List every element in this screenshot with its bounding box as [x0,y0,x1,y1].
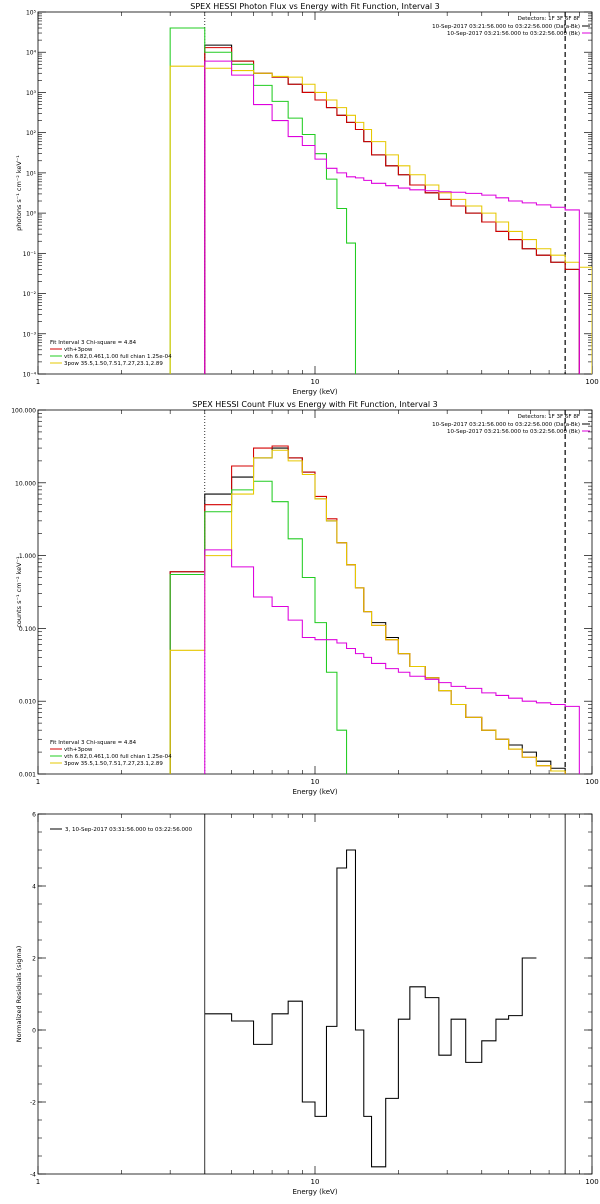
legend-entry: 3, 10-Sep-2017 03:31:56.000 to 03:22:56.… [65,827,192,833]
x-axis-label: Energy (keV) [292,1188,337,1196]
x-tick-label: 10 [311,378,320,386]
legend-entry: 10-Sep-2017 03:21:56.000 to 03:22:56.000… [432,422,580,428]
series-3pow [169,65,592,374]
y-tick-label: 0 [32,1028,36,1035]
series-vth [169,480,348,774]
series-3pow [169,449,566,774]
y-tick-label: 10.000 [15,480,36,487]
y-tick-label: 10⁰ [26,211,37,218]
y-tick-label: 10⁻² [23,291,37,298]
legend-header: Fit Interval 3 Chi-square = 4.84 [50,740,137,746]
x-tick-label: 10 [311,778,320,786]
legend-detectors: Detectors: 1F 3F 6F 8F [518,16,580,22]
legend-entry: 3pow 35.5,1.50,7.51,7.27,23.1,2.89 [64,361,163,367]
x-tick-label: 1 [36,1178,40,1186]
x-tick-label: 10 [311,1178,320,1186]
y-tick-label: 0.010 [19,699,36,706]
x-axis-label: Energy (keV) [292,388,337,396]
y-tick-label: 10⁻⁴ [23,372,37,379]
legend-entry: vth+3pow [64,347,93,353]
y-tick-label: 10⁵ [26,10,37,17]
y-tick-label: 10⁻¹ [23,251,37,258]
y-tick-label: 0.100 [19,626,36,633]
series-bk [204,549,580,774]
y-tick-label: -4 [30,1172,36,1179]
legend-detectors: Detectors: 1F 3F 6F 8F [518,414,580,420]
y-tick-label: 10⁻³ [23,331,37,338]
legend-entry: vth+3pow [64,747,93,753]
series-group [169,27,592,374]
y-tick-label: 4 [32,884,36,891]
y-tick-label: 0.001 [19,772,36,779]
x-tick-label: 1 [36,778,40,786]
chart-panel-1: SPEX HESSI Photon Flux vs Energy with Fi… [15,2,599,396]
series-vth [169,27,357,374]
x-tick-label: 100 [585,378,598,386]
chart-title: SPEX HESSI Count Flux vs Energy with Fit… [192,400,437,409]
legend-header: Fit Interval 3 Chi-square = 4.84 [50,340,137,346]
chart-title: SPEX HESSI Photon Flux vs Energy with Fi… [190,2,440,11]
y-tick-label: 2 [32,956,36,963]
y-axis-label: photons s⁻¹ cm⁻² keV⁻¹ [15,155,23,231]
x-tick-label: 100 [585,778,598,786]
series-vth-3pow [204,47,580,374]
y-tick-label: 10³ [26,90,37,97]
series-residuals [204,849,537,1168]
y-tick-label: 10¹ [26,170,37,177]
y-tick-label: 1.000 [19,553,36,560]
series-group [204,849,537,1168]
chart-panel-3: 1 10 100 Energy (keV) -4 -2 0 2 4 6 Normalized Res… [15,812,599,1197]
y-tick-label: -2 [30,1100,36,1107]
y-tick-label: 100.000 [11,408,36,415]
legend-entry: vth 6.82,0.461,1.00 full chian 1.25e-04 [64,354,172,360]
series-bk [204,60,580,374]
y-tick-label: 6 [32,812,36,819]
y-tick-label: 10⁴ [26,50,37,57]
x-tick-label: 1 [36,378,40,386]
legend-entry: 10-Sep-2017 03:21:56.000 to 03:22:56.000… [447,31,580,37]
y-axis-label: Normalized Residuals (sigma) [15,946,23,1043]
x-axis-label: Energy (keV) [292,788,337,796]
legend-entry: 3pow 35.5,1.50,7.51,7.27,23.1,2.89 [64,761,163,767]
y-axis-label: counts s⁻¹ cm⁻² keV⁻¹ [15,556,23,628]
x-tick-label: 100 [585,1178,598,1186]
legend-entry: 10-Sep-2017 03:21:56.000 to 03:22:56.000… [432,24,580,30]
legend-entry: 10-Sep-2017 03:21:56.000 to 03:22:56.000… [447,429,580,435]
y-tick-label: 10² [26,130,37,137]
chart-panel-2: SPEX HESSI Count Flux vs Energy with Fit… [11,400,599,796]
series-group [169,445,580,774]
legend-entry: vth 6.82,0.461,1.00 full chian 1.25e-04 [64,754,172,760]
